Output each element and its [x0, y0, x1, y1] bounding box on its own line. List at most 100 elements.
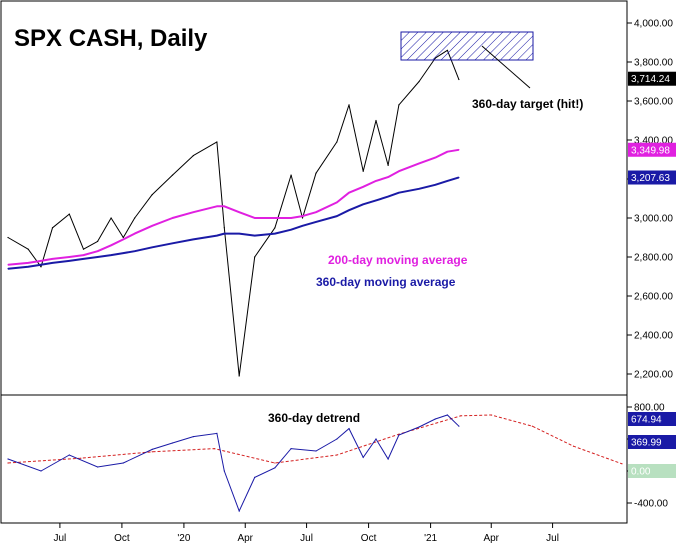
data-point	[122, 252, 124, 254]
x-tick-label: Jul	[546, 533, 559, 544]
last-value-tag-bg	[628, 435, 676, 449]
data-point	[254, 256, 256, 258]
data-point	[572, 445, 575, 447]
detrend-annotation: 360-day detrend	[268, 411, 360, 425]
last-value-tag: 0.00	[631, 467, 651, 478]
data-point	[434, 156, 436, 159]
target-box	[400, 31, 534, 61]
data-point	[122, 238, 124, 241]
data-point	[274, 217, 276, 219]
data-point	[274, 233, 276, 235]
data-point	[97, 250, 99, 252]
data-point	[171, 242, 174, 244]
data-point	[336, 141, 338, 143]
data-point	[216, 205, 218, 207]
data-point	[134, 233, 136, 235]
data-point	[375, 119, 377, 122]
series-line-spx	[7, 49, 460, 377]
data-point	[446, 151, 449, 153]
ma200-annotation: 200-day moving average	[328, 253, 468, 267]
data-point	[51, 227, 54, 229]
data-point	[40, 260, 42, 262]
data-point	[40, 264, 42, 266]
data-point	[68, 454, 70, 456]
data-point	[82, 248, 85, 250]
data-point	[192, 155, 194, 157]
data-point	[171, 217, 174, 219]
x-tick-label: '20	[177, 533, 190, 544]
data-point	[51, 262, 54, 264]
data-point	[348, 428, 350, 430]
data-point	[375, 199, 377, 202]
data-point	[315, 450, 317, 452]
data-point	[301, 215, 304, 217]
data-point	[40, 266, 42, 268]
data-point	[434, 418, 436, 420]
data-point	[398, 104, 400, 106]
data-point	[122, 462, 124, 464]
y-tick-label: 2,400.00	[634, 331, 673, 342]
data-point	[458, 149, 460, 151]
data-point	[192, 238, 194, 241]
data-point	[398, 192, 400, 194]
data-point	[315, 221, 317, 223]
target-pointer	[481, 45, 531, 89]
data-point	[223, 233, 225, 235]
x-tick-label: Oct	[114, 533, 130, 544]
data-point	[362, 170, 364, 172]
data-point	[68, 256, 70, 258]
data-point	[27, 262, 29, 264]
x-tick-label: Jul	[53, 533, 66, 544]
y-tick-label: 3,000.00	[634, 214, 673, 225]
data-point	[192, 436, 194, 438]
data-point	[387, 164, 389, 166]
ma360-annotation: 360-day moving average	[316, 275, 456, 289]
data-point	[51, 258, 54, 260]
y-tick-label: 800.00	[634, 403, 665, 414]
data-point	[110, 254, 112, 256]
x-tick-label: Apr	[483, 533, 499, 544]
data-point	[375, 438, 377, 440]
last-value-tag: 3,714.24	[631, 74, 670, 85]
last-value-tag: 674.94	[631, 415, 662, 426]
x-tick-label: Oct	[361, 533, 377, 544]
data-point	[458, 425, 460, 427]
data-point	[621, 463, 623, 465]
data-point	[192, 211, 194, 213]
plot-frame	[0, 0, 628, 524]
data-point	[254, 234, 256, 237]
data-point	[238, 211, 240, 213]
data-point	[290, 448, 292, 450]
data-point	[7, 268, 9, 270]
data-point	[301, 217, 304, 219]
data-point	[40, 470, 42, 472]
data-point	[97, 240, 99, 242]
data-point	[151, 448, 153, 450]
data-point	[134, 250, 136, 252]
data-point	[398, 170, 400, 172]
last-value-tag: 3,349.98	[631, 145, 670, 156]
data-point	[223, 205, 225, 207]
y-tick-label: 2,600.00	[634, 292, 673, 303]
data-point	[375, 180, 377, 182]
data-point	[151, 451, 153, 453]
data-point	[68, 213, 70, 215]
data-point	[336, 438, 338, 440]
data-point	[490, 414, 492, 416]
x-tick-label: Apr	[237, 533, 253, 544]
y-tick-label: 3,800.00	[634, 58, 673, 69]
data-point	[110, 244, 112, 246]
data-point	[134, 217, 136, 219]
data-point	[254, 476, 256, 478]
cycle-projection-line	[7, 414, 623, 465]
data-point	[151, 246, 153, 248]
y-tick-label: 2,200.00	[634, 370, 673, 381]
last-value-tag-bg	[628, 71, 676, 86]
data-point	[362, 456, 364, 458]
data-point	[348, 209, 350, 211]
data-point	[82, 258, 85, 260]
data-point	[387, 458, 389, 460]
data-point	[7, 462, 9, 464]
data-point	[213, 448, 215, 450]
